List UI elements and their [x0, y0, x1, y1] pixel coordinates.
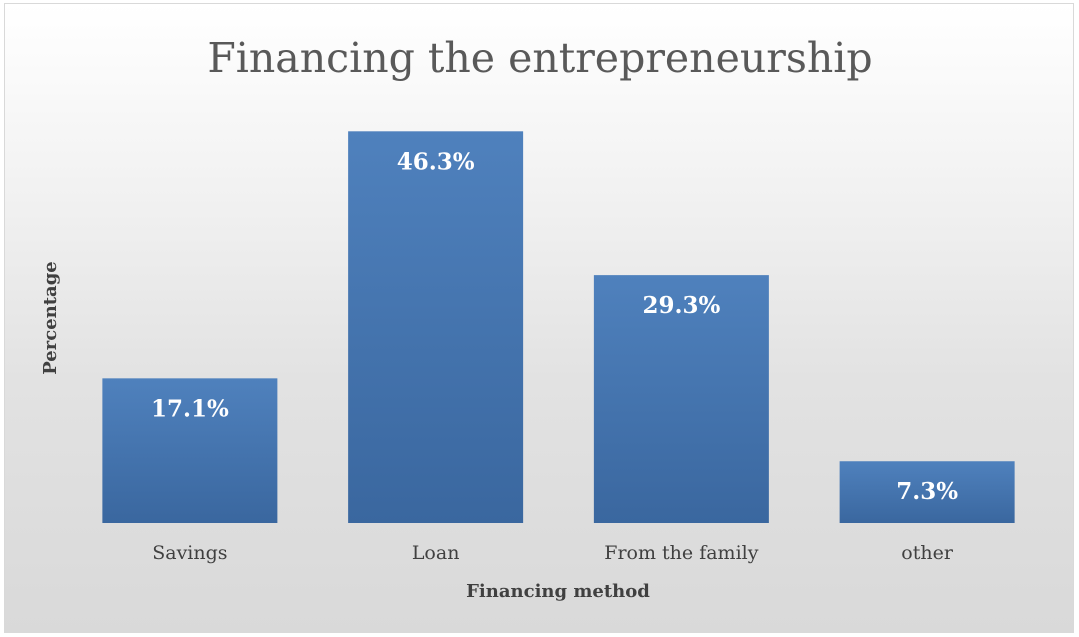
x-axis-title: Financing method [466, 581, 650, 602]
bar-from-the-family [593, 275, 769, 523]
bar-loan [348, 131, 524, 523]
bar-other [839, 461, 1015, 523]
category-label: Savings [152, 542, 227, 564]
data-label: 46.3% [397, 148, 475, 175]
y-axis-title: Percentage [40, 261, 61, 375]
data-label: 17.1% [151, 395, 229, 422]
category-label: other [901, 542, 954, 564]
chart-area [4, 3, 1074, 633]
chart-title: Financing the entrepreneurship [207, 34, 872, 82]
category-labels-layer: Savings Loan From the family other [152, 542, 954, 564]
bars-layer [102, 131, 1015, 523]
category-label: From the family [604, 542, 758, 564]
data-label: 29.3% [642, 292, 720, 319]
bar-savings [102, 378, 278, 523]
category-label: Loan [412, 542, 460, 564]
data-label: 7.3% [896, 478, 958, 505]
data-labels-layer: 17.1% 46.3% 29.3% 7.3% [151, 148, 958, 505]
